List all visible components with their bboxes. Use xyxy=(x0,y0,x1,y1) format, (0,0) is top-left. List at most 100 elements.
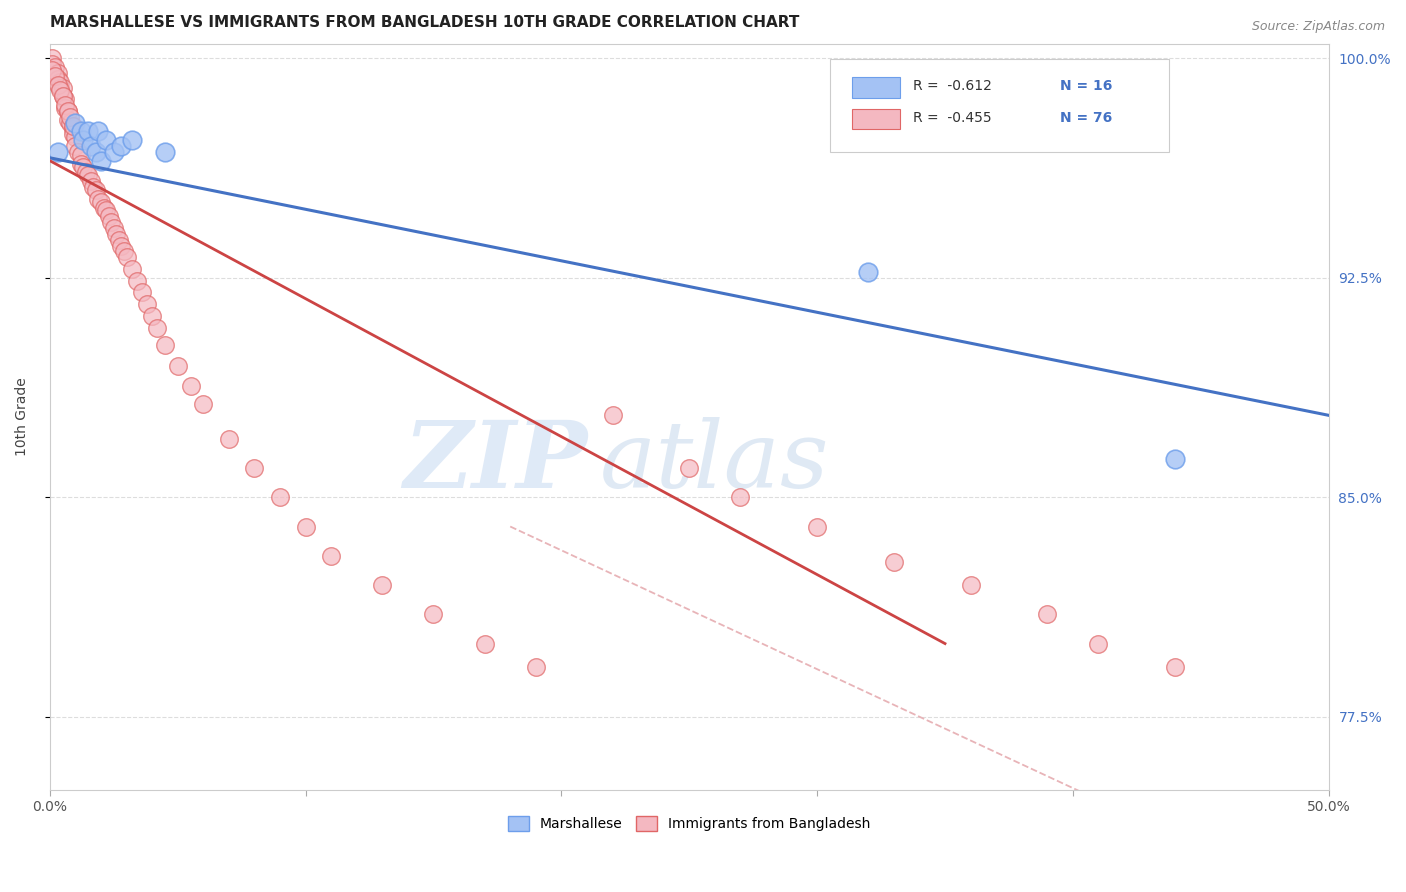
Point xyxy=(41,62,63,77)
FancyBboxPatch shape xyxy=(852,78,900,98)
Point xyxy=(56,103,79,118)
Point xyxy=(87,192,110,206)
Point xyxy=(66,145,89,159)
Point xyxy=(121,133,143,147)
Point xyxy=(105,227,128,241)
Point xyxy=(103,145,125,159)
Point xyxy=(49,75,72,89)
Point xyxy=(100,215,122,229)
Point xyxy=(65,130,87,145)
Point xyxy=(46,78,69,92)
Point xyxy=(678,461,700,475)
Point xyxy=(56,103,79,118)
Point xyxy=(110,139,132,153)
Point xyxy=(90,153,112,168)
Point xyxy=(110,238,132,252)
Point xyxy=(84,183,107,197)
Legend: Marshallese, Immigrants from Bangladesh: Marshallese, Immigrants from Bangladesh xyxy=(502,811,876,837)
Point xyxy=(103,221,125,235)
Point xyxy=(112,244,135,259)
Point xyxy=(1164,452,1187,467)
Point xyxy=(80,139,103,153)
Point xyxy=(52,89,75,103)
Point xyxy=(243,461,266,475)
Point xyxy=(136,297,159,311)
Point xyxy=(1036,607,1059,622)
Text: ZIP: ZIP xyxy=(402,417,586,507)
Point xyxy=(1164,660,1187,674)
Point xyxy=(56,112,79,127)
Point xyxy=(44,60,66,74)
Point xyxy=(53,92,76,106)
Point xyxy=(75,165,97,179)
Point xyxy=(108,233,131,247)
Point xyxy=(41,57,63,71)
Text: N = 16: N = 16 xyxy=(1060,79,1112,93)
Point xyxy=(94,203,117,218)
Point xyxy=(72,160,94,174)
Text: R =  -0.612: R = -0.612 xyxy=(912,79,991,93)
Point xyxy=(602,409,624,423)
Point xyxy=(59,116,82,130)
Text: R =  -0.455: R = -0.455 xyxy=(912,111,991,125)
Point xyxy=(46,66,69,80)
Point xyxy=(46,71,69,86)
Point xyxy=(65,116,87,130)
Point xyxy=(90,194,112,209)
Point xyxy=(72,133,94,147)
Point xyxy=(65,139,87,153)
Point xyxy=(52,80,75,95)
Text: MARSHALLESE VS IMMIGRANTS FROM BANGLADESH 10TH GRADE CORRELATION CHART: MARSHALLESE VS IMMIGRANTS FROM BANGLADES… xyxy=(49,15,799,30)
Text: Source: ZipAtlas.com: Source: ZipAtlas.com xyxy=(1251,20,1385,33)
Point xyxy=(179,379,201,393)
Point xyxy=(321,549,343,563)
FancyBboxPatch shape xyxy=(852,109,900,129)
Point xyxy=(52,89,75,103)
Point xyxy=(218,432,240,446)
Point xyxy=(62,128,84,142)
Point xyxy=(115,250,138,264)
Point xyxy=(730,490,752,504)
Point xyxy=(82,180,104,194)
Point xyxy=(80,174,103,188)
Point xyxy=(524,660,547,674)
Point xyxy=(77,169,100,183)
Point xyxy=(87,124,110,138)
Point xyxy=(153,338,176,352)
Point xyxy=(858,265,880,279)
Point xyxy=(146,320,169,334)
Point xyxy=(883,555,905,569)
Point xyxy=(69,148,91,162)
Point xyxy=(294,519,316,533)
Point xyxy=(59,110,82,124)
Point xyxy=(77,124,100,138)
Point xyxy=(49,83,72,97)
Text: N = 76: N = 76 xyxy=(1060,111,1112,125)
Point xyxy=(93,201,115,215)
Point xyxy=(1087,636,1109,650)
Point xyxy=(62,121,84,136)
Point xyxy=(62,119,84,133)
Point xyxy=(474,636,496,650)
Point xyxy=(269,490,291,504)
Point xyxy=(46,145,69,159)
Point xyxy=(141,309,163,323)
Point xyxy=(166,359,188,373)
Point xyxy=(806,519,828,533)
Point xyxy=(69,124,91,138)
Point xyxy=(153,145,176,159)
Point xyxy=(131,285,153,300)
Point xyxy=(94,133,117,147)
Point xyxy=(44,69,66,83)
FancyBboxPatch shape xyxy=(830,59,1168,152)
Point xyxy=(125,274,148,288)
Point xyxy=(84,145,107,159)
Point xyxy=(53,101,76,115)
Y-axis label: 10th Grade: 10th Grade xyxy=(15,377,30,456)
Point xyxy=(69,156,91,170)
Text: atlas: atlas xyxy=(600,417,830,507)
Point xyxy=(422,607,444,622)
Point xyxy=(97,210,120,224)
Point xyxy=(371,578,394,592)
Point xyxy=(41,51,63,65)
